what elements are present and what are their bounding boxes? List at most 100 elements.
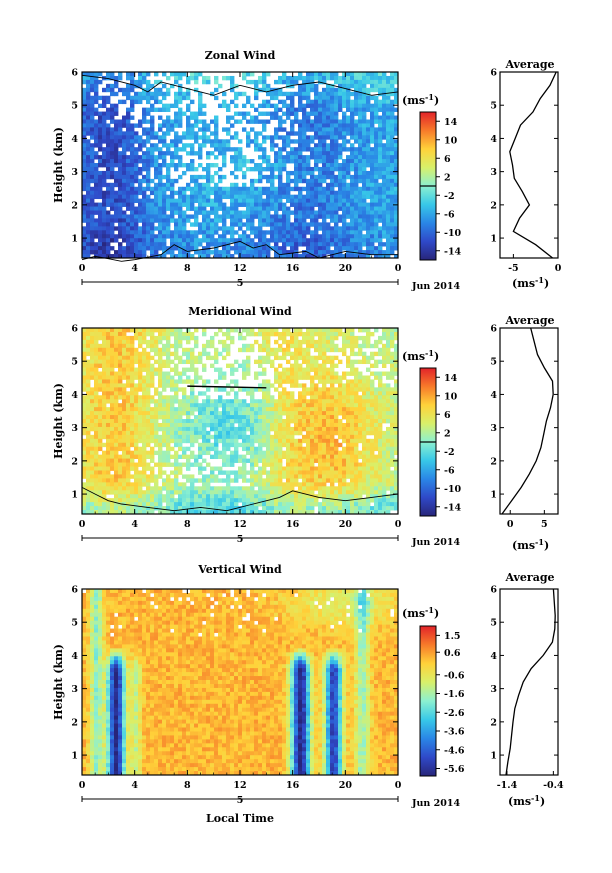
field-cell	[266, 72, 271, 77]
field-cell	[358, 222, 363, 227]
field-cell	[94, 371, 99, 376]
field-cell	[118, 474, 123, 479]
field-cell	[174, 347, 179, 353]
field-cell	[158, 123, 163, 128]
field-cell	[102, 415, 107, 420]
field-cell	[90, 147, 95, 152]
field-cell	[150, 91, 155, 97]
field-cell	[338, 254, 343, 259]
field-cell	[122, 454, 127, 459]
field-cell	[82, 331, 87, 337]
field-cell	[110, 359, 115, 365]
field-cell	[186, 206, 191, 211]
field-cell	[106, 83, 111, 89]
field-cell	[258, 170, 263, 176]
field-cell	[218, 166, 223, 172]
field-cell	[294, 218, 299, 223]
field-cell	[298, 139, 303, 144]
field-cell	[386, 155, 391, 160]
field-cell	[222, 422, 227, 428]
field-cell	[138, 415, 143, 420]
field-cell	[182, 462, 187, 467]
field-cell	[118, 430, 123, 436]
field-cell	[130, 198, 135, 203]
field-cell	[110, 218, 115, 223]
field-cell	[302, 155, 307, 160]
field-cell	[118, 222, 123, 227]
field-cell	[142, 442, 147, 448]
field-cell	[118, 478, 123, 483]
field-cell	[110, 506, 115, 511]
field-cell	[258, 190, 263, 196]
field-cell	[374, 222, 379, 227]
field-cell	[322, 222, 327, 227]
field-cell	[90, 419, 95, 424]
field-cell	[118, 123, 123, 128]
field-cell	[306, 194, 311, 200]
field-cell	[170, 83, 175, 89]
field-cell	[186, 411, 191, 416]
field-cell	[350, 254, 355, 259]
field-cell	[90, 87, 95, 93]
field-cell	[94, 363, 99, 368]
field-cell	[102, 462, 107, 467]
field-cell	[174, 430, 179, 436]
field-cell	[134, 335, 139, 341]
field-cell	[250, 246, 255, 251]
field-cell	[118, 190, 123, 196]
field-cell	[210, 403, 215, 408]
field-cell	[146, 131, 151, 136]
field-cell	[134, 383, 139, 388]
field-cell	[222, 478, 227, 483]
field-cell	[262, 347, 267, 353]
field-cell	[318, 139, 323, 144]
field-cell	[166, 206, 171, 211]
field-cell	[386, 147, 391, 152]
field-cell	[190, 198, 195, 203]
field-cell	[278, 446, 283, 452]
field-cell	[178, 442, 183, 448]
field-cell	[186, 230, 191, 235]
field-cell	[134, 399, 139, 404]
field-cell	[174, 474, 179, 479]
field-cell	[218, 178, 223, 184]
field-cell	[214, 510, 219, 515]
field-cell	[90, 218, 95, 223]
field-cell	[390, 230, 395, 235]
field-cell	[94, 250, 99, 255]
field-cell	[386, 194, 391, 200]
field-cell	[110, 422, 115, 428]
field-cell	[82, 230, 87, 235]
field-cell	[102, 206, 107, 211]
field-cell	[218, 190, 223, 196]
field-cell	[126, 194, 131, 200]
field-cell	[226, 206, 231, 211]
field-cell	[134, 478, 139, 483]
field-cell	[86, 170, 91, 176]
field-cell	[150, 226, 155, 231]
field-cell	[126, 166, 131, 172]
field-cell	[362, 159, 367, 164]
field-cell	[82, 159, 87, 164]
field-cell	[318, 115, 323, 120]
field-cell	[242, 254, 247, 259]
field-cell	[334, 72, 339, 77]
field-cell	[110, 234, 115, 239]
field-cell	[86, 163, 91, 168]
colorbar-tick-label: -6	[444, 209, 455, 220]
field-cell	[118, 230, 123, 235]
field-cell	[94, 419, 99, 424]
field-cell	[122, 218, 127, 223]
field-cell	[262, 75, 267, 81]
field-cell	[366, 79, 371, 85]
field-cell	[386, 250, 391, 255]
field-cell	[262, 379, 267, 384]
field-cell	[174, 190, 179, 196]
field-cell	[210, 242, 215, 247]
field-cell	[222, 75, 227, 81]
field-cell	[266, 214, 271, 219]
field-cell	[82, 186, 87, 192]
field-cell	[102, 139, 107, 144]
field-cell	[306, 178, 311, 184]
field-cell	[182, 359, 187, 365]
